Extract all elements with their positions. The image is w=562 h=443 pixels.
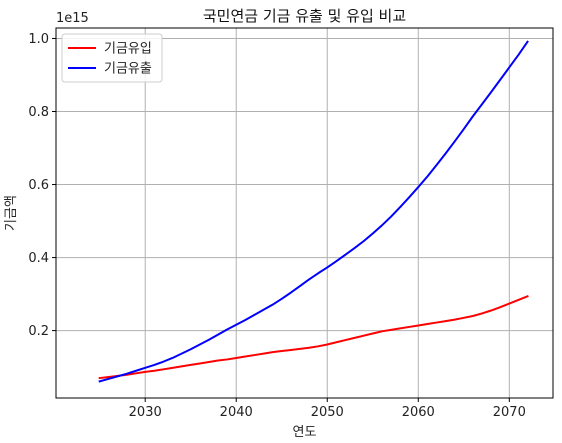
x-tick-label: 2070 xyxy=(493,405,526,420)
legend-label: 기금유입 xyxy=(104,42,152,57)
x-axis-title: 연도 xyxy=(293,425,317,440)
y-tick-label: 0.4 xyxy=(28,251,49,266)
x-tick-label: 2050 xyxy=(311,405,344,420)
chart-title: 국민연금 기금 유출 및 유입 비교 xyxy=(203,7,406,25)
x-tick-label: 2030 xyxy=(129,405,162,420)
y-tick-label: 0.6 xyxy=(28,178,49,193)
series-line-0 xyxy=(98,294,529,380)
y-axis-title: 기금액 xyxy=(4,195,19,231)
plot-frame xyxy=(55,27,554,399)
x-axis-ticks: 2030 2040 2050 2060 2070 xyxy=(129,398,526,420)
y-tick-label: 0.8 xyxy=(28,105,49,120)
y-axis-ticks: 0.2 0.4 0.6 0.8 1.0 xyxy=(28,32,56,339)
series-lines xyxy=(98,40,529,383)
grid-lines xyxy=(56,28,553,398)
y-axis-offset-label: 1e15 xyxy=(56,11,89,26)
y-tick-label: 0.2 xyxy=(28,324,49,339)
legend-box xyxy=(61,33,163,83)
x-tick-label: 2040 xyxy=(220,405,253,420)
series-line-1 xyxy=(98,40,529,383)
y-tick-label: 1.0 xyxy=(28,32,49,47)
legend-label: 기금유출 xyxy=(104,62,152,77)
x-tick-label: 2060 xyxy=(402,405,435,420)
